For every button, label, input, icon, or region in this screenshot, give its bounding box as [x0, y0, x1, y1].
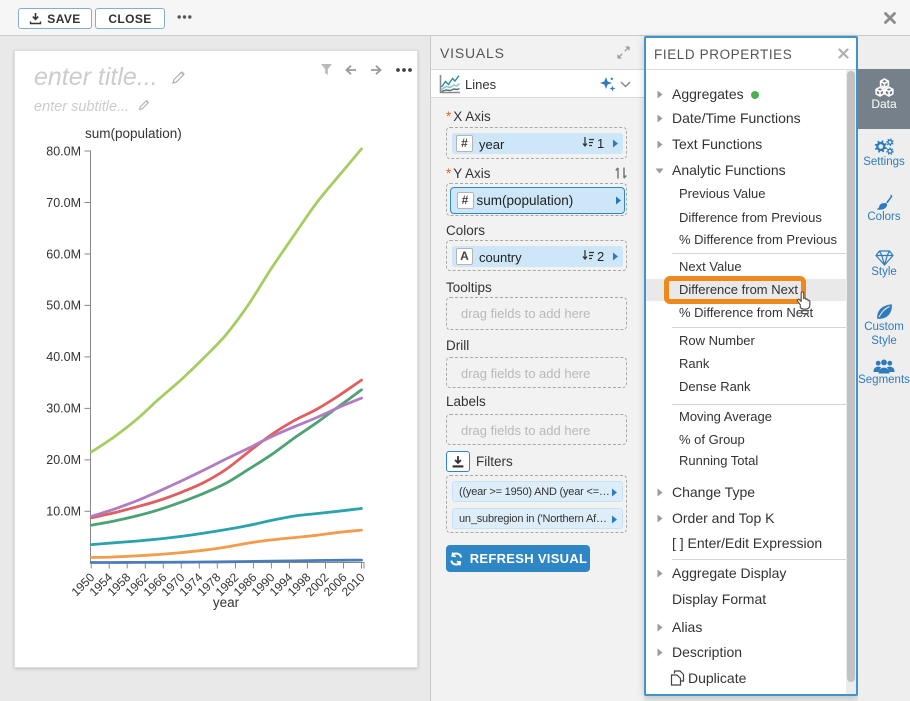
svg-text:year: year: [213, 595, 240, 610]
svg-text:20.0M: 20.0M: [46, 453, 81, 467]
svg-text:50.0M: 50.0M: [46, 299, 81, 313]
svg-text:60.0M: 60.0M: [46, 247, 81, 261]
svg-text:sum(population): sum(population): [85, 126, 182, 141]
svg-text:80.0M: 80.0M: [46, 144, 81, 158]
svg-text:30.0M: 30.0M: [46, 402, 81, 416]
svg-text:40.0M: 40.0M: [46, 350, 81, 364]
svg-text:70.0M: 70.0M: [46, 196, 81, 210]
svg-text:10.0M: 10.0M: [46, 505, 81, 519]
